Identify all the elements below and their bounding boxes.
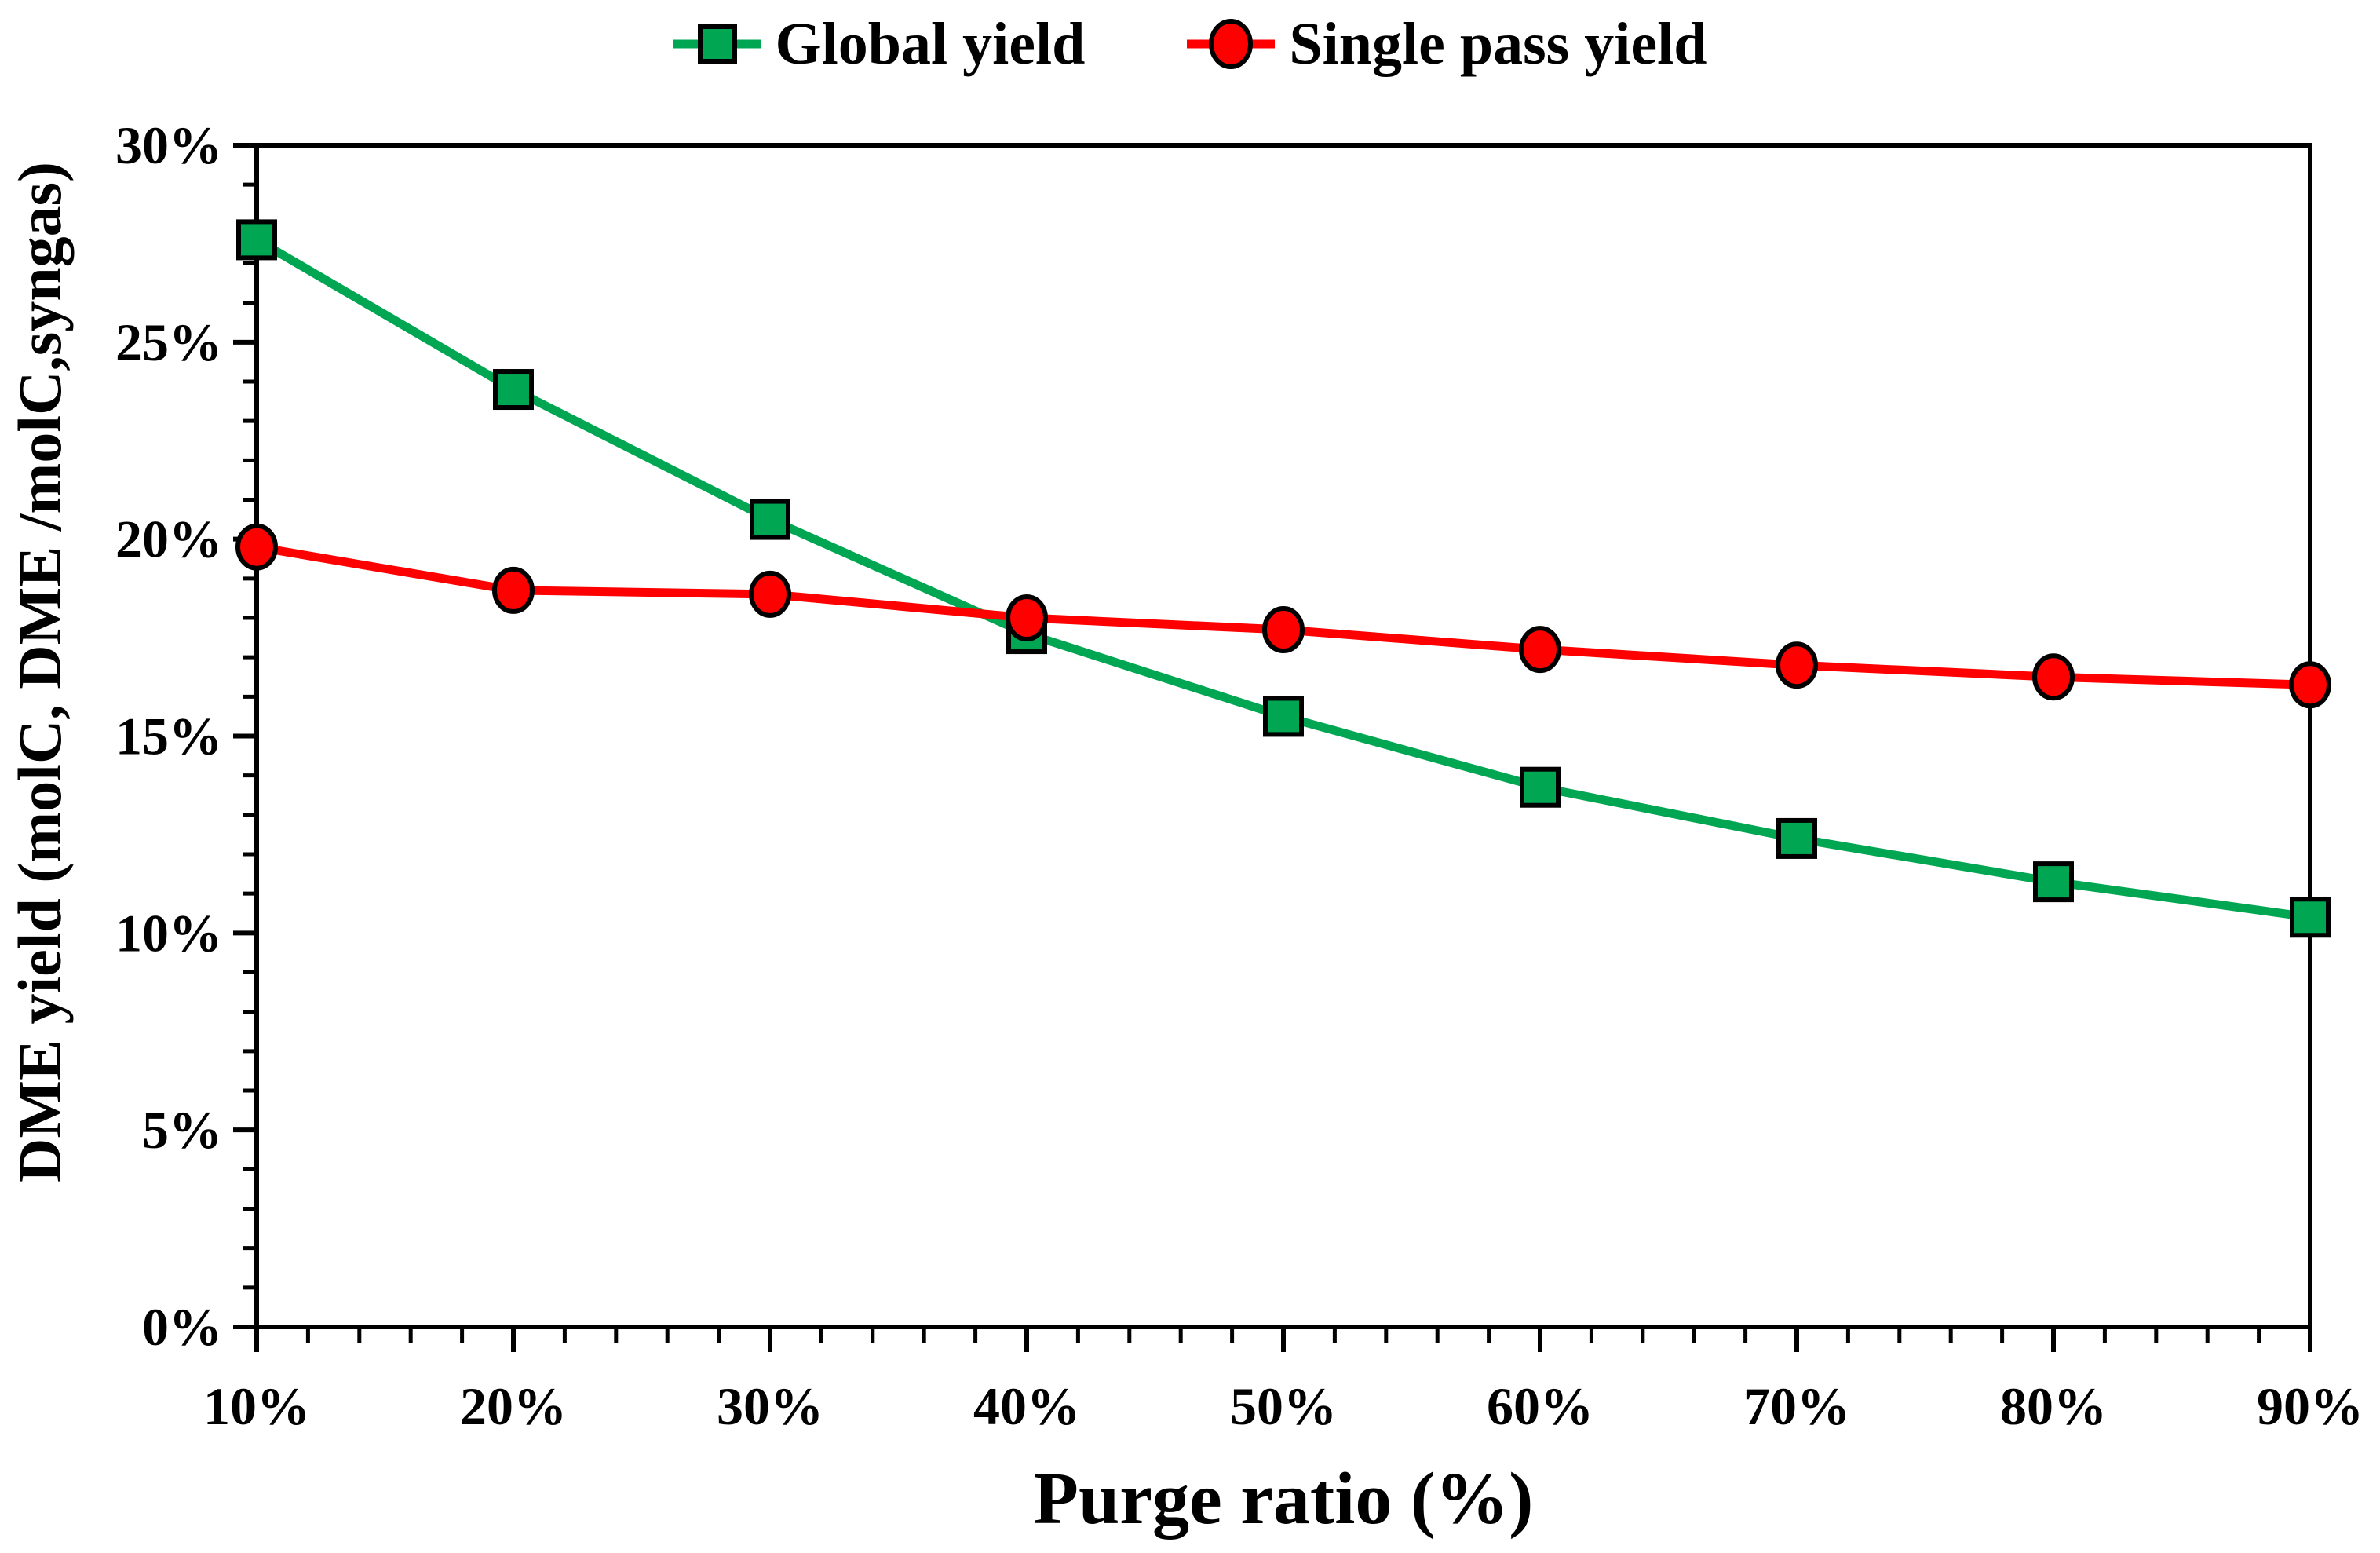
legend-item-global-yield: Global yield <box>673 11 1086 77</box>
marker-single-pass-yield <box>1262 606 1305 654</box>
marker-global-yield <box>1263 696 1304 737</box>
marker-single-pass-yield <box>2289 661 2331 709</box>
marker-single-pass-yield <box>235 523 278 571</box>
y-tick-label: 20% <box>115 510 222 569</box>
legend-label: Global yield <box>775 11 1086 77</box>
legend-marker-square-icon <box>673 24 761 64</box>
y-tick-label: 0% <box>142 1297 222 1357</box>
marker-global-yield <box>236 219 277 261</box>
marker-single-pass-yield <box>2032 653 2075 701</box>
y-axis-title: DME yield (molC, DME /molC,syngas) <box>5 162 74 1182</box>
marker-global-yield <box>750 499 790 540</box>
x-tick-label: 30% <box>717 1376 823 1436</box>
y-tick-label: 30% <box>115 115 222 175</box>
legend-item-single-pass-yield: Single pass yield <box>1187 12 1707 76</box>
marker-global-yield <box>2033 861 2074 903</box>
y-tick-label: 10% <box>115 903 222 963</box>
x-axis-title: Purge ratio (%) <box>1033 1458 1534 1540</box>
legend: Global yield Single pass yield <box>0 5 2380 83</box>
marker-single-pass-yield <box>749 570 791 618</box>
marker-global-yield <box>1776 817 1817 859</box>
marker-global-yield <box>2290 897 2331 938</box>
x-tick-label: 80% <box>2000 1376 2107 1436</box>
x-tick-label: 20% <box>460 1376 567 1436</box>
legend-label: Single pass yield <box>1289 11 1707 77</box>
marker-single-pass-yield <box>492 566 535 614</box>
marker-single-pass-yield <box>1006 594 1048 641</box>
x-tick-label: 60% <box>1487 1376 1593 1436</box>
y-tick-label: 15% <box>115 707 222 766</box>
x-tick-label: 70% <box>1743 1376 1850 1436</box>
marker-global-yield <box>493 369 534 411</box>
x-tick-label: 40% <box>973 1376 1080 1436</box>
x-tick-label: 50% <box>1230 1376 1337 1436</box>
series-line-global-yield <box>254 236 2311 922</box>
y-tick-label: 5% <box>142 1100 222 1160</box>
marker-global-yield <box>1520 766 1561 808</box>
x-tick-label: 10% <box>203 1376 310 1436</box>
y-tick-label: 25% <box>115 312 222 372</box>
marker-single-pass-yield <box>1776 641 1818 689</box>
marker-single-pass-yield <box>1519 626 1561 674</box>
legend-marker-circle-icon <box>1187 19 1276 69</box>
x-tick-label: 90% <box>2257 1376 2364 1436</box>
